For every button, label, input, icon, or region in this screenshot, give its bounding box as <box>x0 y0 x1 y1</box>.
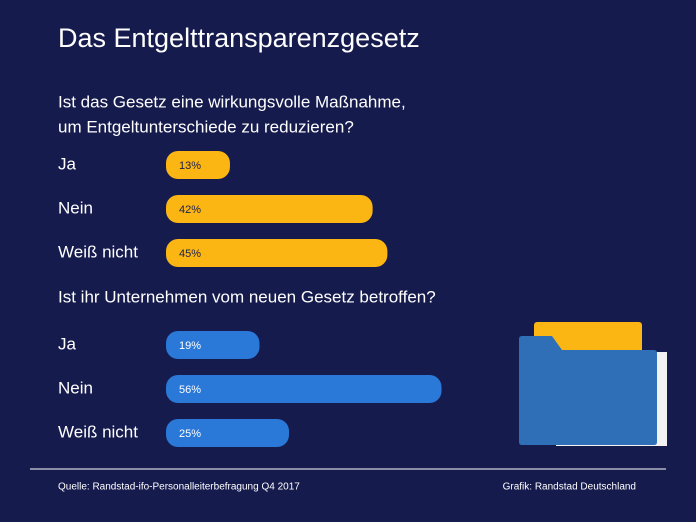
folder-icon <box>519 322 667 446</box>
credit: Grafik: Randstad Deutschland <box>503 482 636 493</box>
question: Ist ihr Unternehmen vom neuen Gesetz bet… <box>58 287 436 306</box>
bar <box>166 239 388 267</box>
value-label: 42% <box>179 204 201 216</box>
value-label: 56% <box>179 384 201 396</box>
question: um Entgeltunterschiede zu reduzieren? <box>58 117 354 136</box>
page-title: Das Entgelttransparenzgesetz <box>58 23 420 53</box>
bar <box>166 331 260 359</box>
source: Quelle: Randstad-ifo-Personalleiterbefra… <box>58 482 300 493</box>
bar <box>166 151 230 179</box>
category-label: Ja <box>58 154 77 173</box>
value-label: 45% <box>179 248 201 260</box>
bar <box>166 375 442 403</box>
category-label: Weiß nicht <box>58 242 138 261</box>
question: Ist das Gesetz eine wirkungsvolle Maßnah… <box>58 92 406 111</box>
value-label: 25% <box>179 428 201 440</box>
bar <box>166 419 289 447</box>
bar <box>166 195 373 223</box>
value-label: 19% <box>179 340 201 352</box>
category-label: Weiß nicht <box>58 422 138 441</box>
value-label: 13% <box>179 160 201 172</box>
category-label: Ja <box>58 334 77 353</box>
category-label: Nein <box>58 198 93 217</box>
category-label: Nein <box>58 378 93 397</box>
